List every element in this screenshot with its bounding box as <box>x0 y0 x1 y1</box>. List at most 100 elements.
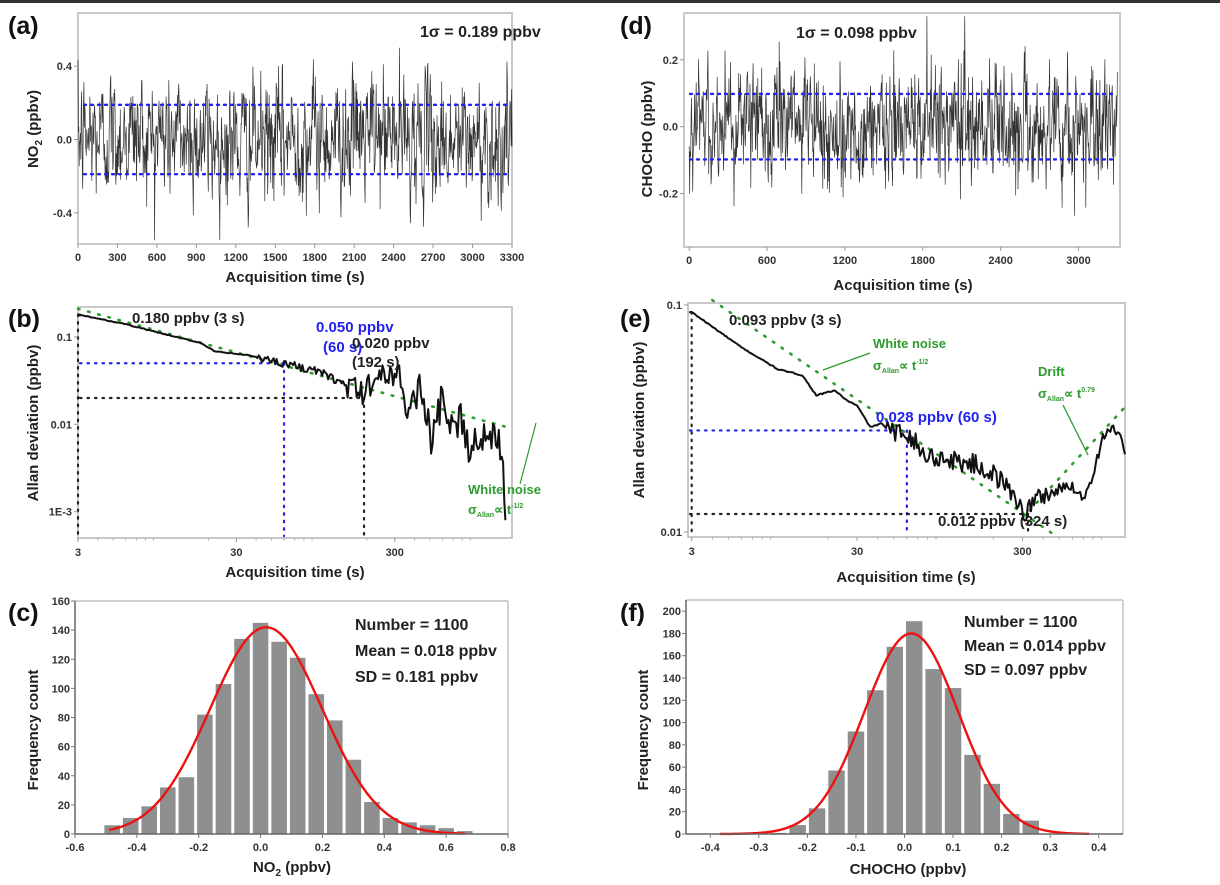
y-tick-label: 80 <box>58 713 70 725</box>
x-tick-label: 1800 <box>911 255 935 267</box>
x-tick-label: 2400 <box>988 255 1012 267</box>
panel-f-histogram: -0.4 -0.3 -0.2 -0.1 0.0 0.1 0.2 0.3 0.4 0 20 40 60 80… <box>635 599 1124 878</box>
x-tick-label: 0.4 <box>377 842 393 854</box>
annotation-192s-time: (192 s) <box>352 354 400 371</box>
histogram-bar <box>847 731 865 834</box>
plot-frame <box>683 12 1121 248</box>
y-tick-label: 0.01 <box>51 419 72 431</box>
x-tick-label: 0.0 <box>897 842 912 854</box>
gaussian-fit-curve <box>108 625 465 835</box>
tick-group: 3 30 300 0.1 0.01 1E-3 <box>49 332 471 559</box>
x-tick-label: 0.8 <box>500 842 515 854</box>
y-tick-label: 0 <box>675 829 681 841</box>
y-tick-label: 140 <box>663 673 681 685</box>
x-tick-label: -0.2 <box>798 842 817 854</box>
x-tick-label: 300 <box>108 252 126 264</box>
panel-b-allan-deviation: 3 30 300 0.1 0.01 1E-3 0.180 ppbv (3 s) 0.050… <box>25 306 541 581</box>
bars-group <box>104 622 473 835</box>
x-tick-label: 300 <box>1013 546 1031 558</box>
white-noise-pointer <box>822 352 871 371</box>
x-tick-label: 0 <box>75 252 81 264</box>
x-tick-label: 600 <box>758 255 776 267</box>
histogram-bar <box>867 690 884 834</box>
x-tick-label: 3300 <box>500 252 524 264</box>
panel-a-time-series: 0 300 600 900 1200 1500 1800 2100 2400 2700 3000 33… <box>25 12 541 286</box>
x-tick-label: 3000 <box>1066 255 1090 267</box>
histogram-bar <box>364 801 380 834</box>
x-tick-label: 30 <box>851 546 863 558</box>
allan-deviation-trace <box>77 313 507 521</box>
white-noise-fit-line <box>76 307 507 428</box>
histogram-bar <box>234 638 250 834</box>
y-tick-label: 160 <box>52 596 70 608</box>
noise-trace <box>77 47 513 241</box>
y-tick-label: 0.4 <box>57 61 73 73</box>
x-axis-label: Acquisition time (s) <box>833 277 972 294</box>
x-axis-label: Acquisition time (s) <box>836 569 975 586</box>
y-tick-label: 60 <box>58 742 70 754</box>
histogram-bar <box>401 822 417 834</box>
x-tick-label: 1500 <box>263 252 287 264</box>
histogram-bar <box>886 646 903 834</box>
x-tick-label: 0.4 <box>1091 842 1107 854</box>
histogram-bar <box>160 787 176 834</box>
annotation-3s: 0.180 ppbv (3 s) <box>132 310 245 327</box>
panel-c-histogram: -0.6 -0.4 -0.2 0.0 0.2 0.4 0.6 0.8 0 20 40 60 80 100 1… <box>25 596 516 879</box>
y-tick-label: 20 <box>669 807 681 819</box>
tick-group: 0 300 600 900 1200 1500 1800 2100 2400 2700 3000 33… <box>53 61 524 264</box>
x-tick-label: -0.3 <box>749 842 768 854</box>
x-axis-label: Acquisition time (s) <box>225 564 364 581</box>
white-noise-formula: σAllan∝ t-1/2 <box>873 358 928 375</box>
histogram-bar <box>906 621 923 834</box>
x-tick-label: 2100 <box>342 252 366 264</box>
white-noise-pointer <box>519 422 537 485</box>
white-noise-formula: σAllan∝ t-1/2 <box>468 502 523 519</box>
histogram-bar <box>944 688 962 834</box>
x-tick-label: -0.6 <box>66 842 85 854</box>
drift-formula: σAllan∝ t0.79 <box>1038 386 1095 403</box>
x-tick-label: 2400 <box>381 252 405 264</box>
y-tick-label: 0 <box>64 829 70 841</box>
histogram-bar <box>327 720 343 834</box>
histogram-bar <box>789 825 806 834</box>
drift-fit-line <box>1021 405 1127 520</box>
annotation-60s-time: (60 s) <box>323 339 362 356</box>
annotation-60s-value: 0.050 ppbv <box>316 319 394 336</box>
y-tick-label: -0.4 <box>53 208 73 220</box>
x-tick-label: 0.2 <box>994 842 1009 854</box>
noise-trace <box>688 16 1118 216</box>
histogram-bar <box>382 817 399 834</box>
x-axis-label: NO2 (ppbv) <box>253 859 331 879</box>
panel-label-c: (c) <box>8 599 39 627</box>
stat-mean: Mean = 0.014 ppbv <box>964 638 1106 655</box>
x-axis-label: CHOCHO (ppbv) <box>850 861 967 878</box>
x-tick-label: -0.2 <box>189 842 208 854</box>
y-axis-label: CHOCHO (ppbv) <box>639 81 656 198</box>
histogram-bar <box>197 714 213 834</box>
histogram-bar <box>289 657 306 834</box>
histogram-bar <box>808 808 826 834</box>
histogram-bar <box>438 828 454 834</box>
y-tick-label: 120 <box>52 654 70 666</box>
white-noise-label: White noise <box>873 336 946 351</box>
x-tick-label: 3000 <box>460 252 484 264</box>
y-axis-label: Frequency count <box>25 670 42 791</box>
x-tick-label: 3 <box>75 547 81 559</box>
x-tick-label: 0 <box>686 255 692 267</box>
y-tick-label: 1E-3 <box>49 507 72 519</box>
histogram-bar <box>252 622 269 834</box>
bars-group <box>720 621 1089 836</box>
y-axis-label: Allan deviation (ppbv) <box>25 345 42 502</box>
y-tick-label: 20 <box>58 800 70 812</box>
stat-mean: Mean = 0.018 ppbv <box>355 643 497 660</box>
panel-label-b: (b) <box>8 305 40 333</box>
x-tick-label: 1800 <box>302 252 326 264</box>
annotation-3s: 0.093 ppbv (3 s) <box>729 312 842 329</box>
y-tick-label: 0.2 <box>663 55 678 67</box>
x-tick-label: 1200 <box>224 252 248 264</box>
y-tick-label: 60 <box>669 762 681 774</box>
panel-label-a: (a) <box>8 12 39 40</box>
panel-label-d: (d) <box>620 12 652 40</box>
x-tick-label: 0.0 <box>253 842 268 854</box>
x-tick-label: 0.1 <box>945 842 960 854</box>
